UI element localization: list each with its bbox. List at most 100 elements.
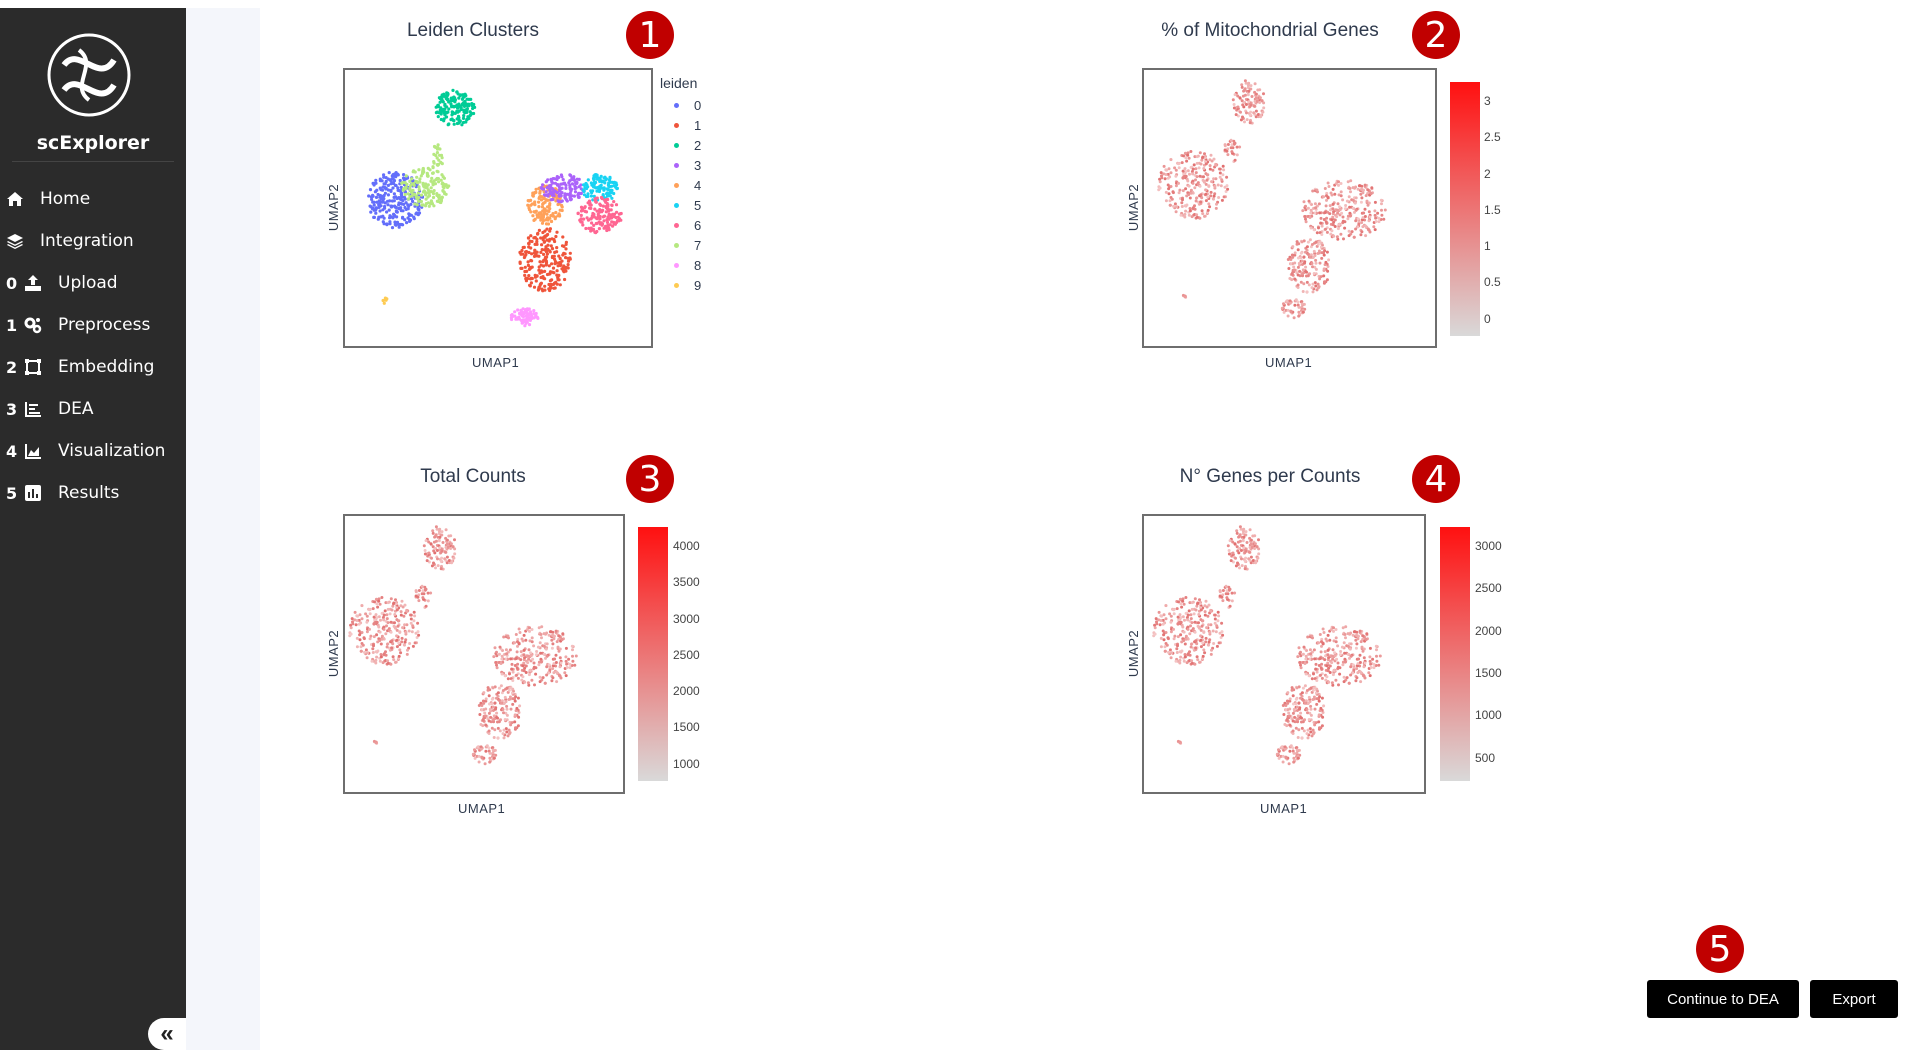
plot-area-total-counts[interactable] (343, 514, 625, 794)
scatter-point (441, 175, 445, 179)
legend-item[interactable]: 9 (660, 275, 701, 295)
scatter-point (417, 199, 421, 203)
scatter-point (1318, 633, 1322, 636)
scatter-point (607, 228, 611, 232)
scatter-point (1323, 187, 1327, 190)
scatter-point (1292, 707, 1296, 711)
scatter-point (538, 260, 542, 264)
legend-item[interactable]: 6 (660, 215, 701, 235)
scatter-point (1339, 232, 1343, 236)
plot-area-leiden[interactable] (343, 68, 653, 348)
x-axis-label: UMAP1 (458, 801, 506, 816)
scatter-point (1353, 210, 1356, 214)
scatter-point (1208, 158, 1212, 162)
scatter-point (504, 648, 508, 652)
scatter-point (526, 681, 530, 685)
scatter-point (1319, 275, 1323, 279)
scatter-point (1208, 638, 1212, 642)
scatter-point (419, 174, 423, 178)
legend-item[interactable]: 2 (660, 135, 701, 155)
scatter-point (546, 247, 550, 251)
sidebar-item-label: Upload (58, 273, 118, 293)
collapse-sidebar-button[interactable]: « (148, 1018, 186, 1050)
scatter-point (1208, 164, 1212, 168)
scatter-point (596, 188, 601, 192)
scatter-point (1243, 87, 1247, 91)
continue-to-dea-button[interactable]: Continue to DEA (1647, 980, 1799, 1018)
scatter-point (1215, 644, 1219, 648)
scatter-point (551, 667, 555, 671)
scatter-point (565, 199, 569, 203)
scatter-point (1315, 679, 1319, 682)
scatter-point (1313, 707, 1317, 711)
scatter-point (1214, 177, 1218, 181)
scatter-point (413, 202, 417, 206)
scatter-point (528, 626, 531, 630)
scatter-point (1189, 624, 1192, 628)
scatter-point (400, 181, 404, 185)
scatter-point (511, 702, 515, 706)
step-number: 0 (6, 273, 18, 293)
scatter-point (580, 207, 584, 211)
plot-area-mito[interactable] (1142, 68, 1437, 348)
scatter-point (1169, 158, 1173, 162)
scatter-point (1158, 180, 1162, 184)
scatter-point (409, 621, 413, 625)
sidebar-item-results[interactable]: 5 Results (0, 472, 186, 514)
sidebar-item-embedding[interactable]: 2 Embedding (0, 346, 186, 388)
scatter-point (1287, 267, 1291, 270)
scatter-point (548, 250, 552, 254)
sidebar-item-visualization[interactable]: 4 Visualization (0, 430, 186, 472)
scatter-point (1242, 101, 1246, 105)
scatter-point (1211, 629, 1215, 633)
scatter-point (1188, 209, 1192, 213)
legend-item[interactable]: 7 (660, 235, 701, 255)
scatter-point (1193, 204, 1196, 208)
scatter-point (1248, 528, 1252, 532)
scatter-point (1179, 616, 1183, 619)
sidebar-item-preprocess[interactable]: 1 Preprocess (0, 304, 186, 346)
plot-area-n-genes[interactable] (1142, 514, 1426, 794)
legend-item[interactable]: 1 (660, 115, 701, 135)
legend-marker (674, 102, 679, 108)
scatter-point (1190, 601, 1194, 605)
scatter-point (1284, 708, 1288, 712)
scatter-point (582, 189, 586, 193)
scatter-point (529, 281, 533, 285)
scatter-point (1244, 81, 1248, 85)
scatter-point (1206, 208, 1210, 212)
scatter-point (417, 589, 421, 592)
colorbar-tick-label: 2000 (1475, 623, 1502, 638)
legend-item[interactable]: 3 (660, 155, 701, 175)
export-button[interactable]: Export (1810, 980, 1898, 1018)
scatter-point (1209, 190, 1213, 194)
scatter-point (1174, 184, 1178, 188)
scatter-point (527, 208, 532, 212)
scatter-point (495, 696, 498, 700)
sidebar-item-integration[interactable]: Integration (0, 220, 186, 262)
sidebar-item-upload[interactable]: 0 Upload (0, 262, 186, 304)
scatter-point (439, 178, 443, 182)
legend-item[interactable]: 4 (660, 175, 701, 195)
sidebar-item-dea[interactable]: 3 DEA (0, 388, 186, 430)
scatter-point (1155, 620, 1158, 624)
scatter-point (513, 641, 517, 645)
scatter-point (1369, 662, 1373, 666)
sidebar-item-home[interactable]: Home (0, 178, 186, 220)
scatter-point (513, 310, 517, 314)
scatter-point (403, 623, 407, 627)
scatter-point (1181, 189, 1185, 193)
scatter-point (526, 236, 531, 240)
legend-item[interactable]: 0 (660, 95, 701, 115)
legend-item[interactable]: 8 (660, 255, 701, 275)
scatter-point (564, 183, 568, 187)
colorbar-tick-label: 2.5 (1484, 130, 1501, 145)
scatter-point (1287, 762, 1291, 766)
scatter-point (487, 694, 491, 698)
scatter-point (1301, 698, 1305, 702)
scatter-point (1251, 559, 1255, 562)
scatter-point (1322, 195, 1326, 199)
scatter-point (418, 180, 422, 184)
scatter-point (1183, 642, 1187, 646)
legend-item[interactable]: 5 (660, 195, 701, 215)
